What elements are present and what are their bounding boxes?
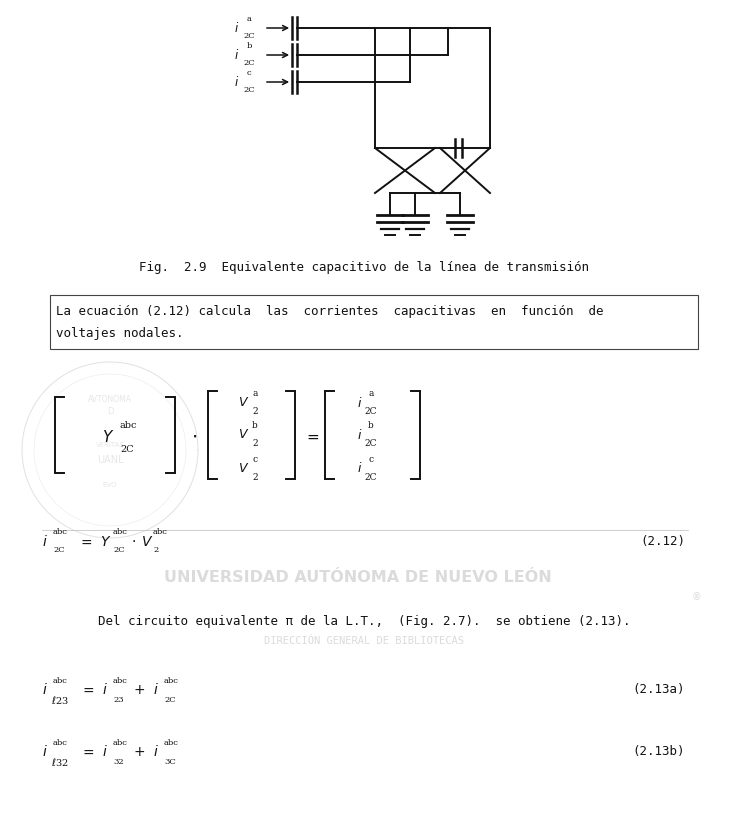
Text: b: b (252, 421, 258, 430)
Text: D: D (106, 408, 113, 416)
Text: AVTONOMA: AVTONOMA (88, 395, 132, 404)
Text: $\ell$23: $\ell$23 (51, 694, 69, 706)
Text: abc: abc (164, 739, 179, 747)
Text: $i$: $i$ (153, 682, 159, 698)
Text: c: c (368, 455, 373, 464)
Text: a: a (368, 390, 374, 399)
Text: b: b (368, 421, 374, 430)
Text: $i$: $i$ (42, 535, 48, 549)
Text: $V$: $V$ (238, 461, 249, 474)
Text: DIRECCIÓN GENERAL DE BIBLIOTECAS: DIRECCIÓN GENERAL DE BIBLIOTECAS (264, 636, 464, 646)
Text: abc: abc (164, 677, 179, 685)
Text: $\ell$32: $\ell$32 (51, 756, 69, 768)
Text: 2C: 2C (243, 86, 255, 94)
Text: 2C: 2C (164, 696, 176, 704)
Text: c: c (252, 455, 257, 464)
Text: a: a (246, 15, 252, 23)
Text: 2C: 2C (243, 59, 255, 67)
Text: $+$: $+$ (133, 745, 145, 759)
Text: UNIVERSIDAD AUTÓNOMA DE NUEVO LEÓN: UNIVERSIDAD AUTÓNOMA DE NUEVO LEÓN (164, 570, 552, 585)
Text: $=$: $=$ (304, 430, 320, 444)
Text: VERITAS: VERITAS (95, 442, 125, 448)
Text: Del circuito equivalente π de la L.T.,  (Fig. 2.7).  se obtiene (2.13).: Del circuito equivalente π de la L.T., (… (98, 615, 631, 628)
Text: EVO: EVO (103, 482, 117, 488)
Text: abc: abc (113, 677, 128, 685)
Text: (2.13b): (2.13b) (633, 746, 685, 759)
Text: $i$: $i$ (153, 744, 159, 760)
Text: 2: 2 (252, 473, 258, 482)
Text: $V$: $V$ (238, 397, 249, 409)
Text: $+$: $+$ (133, 683, 145, 697)
Text: b: b (246, 42, 252, 50)
Text: $i$: $i$ (42, 744, 48, 760)
Text: abc: abc (53, 739, 68, 747)
Text: (2.13a): (2.13a) (633, 684, 685, 697)
Text: a: a (252, 390, 257, 399)
Text: abc: abc (53, 528, 68, 536)
Text: $i$: $i$ (235, 48, 240, 62)
Text: 2C: 2C (120, 444, 133, 453)
Text: $\cdot$: $\cdot$ (131, 533, 136, 547)
Text: $i$: $i$ (102, 744, 108, 760)
Text: abc: abc (113, 528, 128, 536)
Text: 2C: 2C (364, 439, 377, 448)
Text: abc: abc (120, 421, 138, 430)
Text: UANL: UANL (97, 455, 123, 465)
Text: $=$: $=$ (78, 535, 93, 549)
Text: $Y$: $Y$ (100, 535, 112, 549)
Text: $i$: $i$ (102, 682, 108, 698)
Text: $\cdot$: $\cdot$ (191, 428, 197, 446)
Text: 3C: 3C (164, 758, 176, 766)
Text: (2.12): (2.12) (640, 535, 685, 548)
Text: 2C: 2C (364, 473, 377, 482)
Text: $V$: $V$ (141, 535, 153, 549)
Text: 2: 2 (153, 546, 158, 554)
Text: abc: abc (53, 677, 68, 685)
Text: $=$: $=$ (80, 745, 95, 759)
Text: La ecuación (2.12) calcula  las  corrientes  capacitivas  en  función  de: La ecuación (2.12) calcula las corriente… (56, 305, 604, 318)
Text: $i$: $i$ (235, 75, 240, 89)
Text: 32: 32 (113, 758, 124, 766)
Text: abc: abc (113, 739, 128, 747)
Text: c: c (246, 69, 252, 77)
Text: voltajes nodales.: voltajes nodales. (56, 327, 184, 340)
Text: 2C: 2C (113, 546, 125, 554)
Text: 2C: 2C (243, 32, 255, 40)
Text: $V$: $V$ (238, 429, 249, 442)
Text: abc: abc (153, 528, 168, 536)
Text: 23: 23 (113, 696, 124, 704)
Text: $Y$: $Y$ (102, 429, 114, 445)
Text: 2: 2 (252, 439, 258, 448)
Text: Fig.  2.9  Equivalente capacitivo de la línea de transmisión: Fig. 2.9 Equivalente capacitivo de la lí… (139, 261, 589, 274)
Text: $i$: $i$ (357, 396, 363, 410)
Text: $i$: $i$ (357, 461, 363, 475)
Text: 2: 2 (252, 408, 258, 416)
Text: ®: ® (692, 592, 702, 602)
Text: 2C: 2C (364, 408, 377, 416)
Text: $=$: $=$ (80, 683, 95, 697)
Text: $i$: $i$ (235, 21, 240, 35)
Text: $i$: $i$ (357, 428, 363, 442)
Text: 2C: 2C (53, 546, 65, 554)
Text: $i$: $i$ (42, 682, 48, 698)
